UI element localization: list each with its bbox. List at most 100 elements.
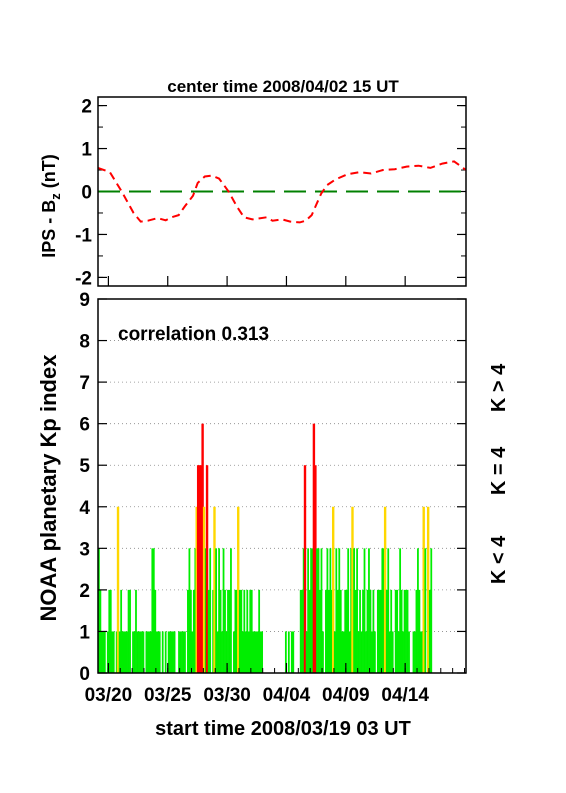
kp-bar [305,631,308,673]
kp-bar [333,631,336,673]
kp-bar [261,631,264,673]
kp-bar [109,589,112,673]
kp-panel: 0 1 2 3 4 5 6 7 8 9 03/20 03/25 03/30 04/04 04/09 04/1… [79,290,467,706]
bz-ylabel-unit: (nT) [39,154,59,193]
kp-bar [198,465,201,673]
kp-bars [98,423,433,673]
kp-bar [330,589,333,673]
kp-bar [390,589,393,673]
kp-bar [405,589,407,673]
kp-bar [314,465,317,673]
kp-bar [243,589,246,673]
kp-bar [202,506,206,673]
kp-bar [322,631,324,673]
kp-bar [391,631,394,673]
kp-bar [111,631,114,673]
kp-bar [172,631,174,673]
kp-xtick-label: 03/20 [85,685,133,706]
kp-bar [133,631,136,673]
kp-bar [247,631,250,673]
kp-xtick-label: 03/25 [144,685,192,706]
kp-bar [212,589,215,673]
kp-bar [403,589,406,673]
kp-bar [106,631,109,673]
kp-bar [422,506,425,673]
kp-bar [329,548,332,673]
kp-bar [302,548,305,673]
kp-bar [359,589,361,673]
kp-bar [345,589,348,673]
bz-yticks: -2 -1 0 1 2 [75,97,466,289]
kp-bar [151,548,154,673]
kp-bar [253,631,256,673]
kp-bar [124,631,127,673]
kp-bar [381,548,384,673]
kp-bar [348,631,351,673]
kp-bar [182,631,185,673]
legend-k-high: K > 4 [488,363,510,412]
kp-bar [121,631,124,673]
kp-bar [127,589,130,673]
kp-xtick-label: 04/04 [263,685,311,706]
kp-bar [421,631,424,673]
kp-bar [103,631,106,673]
kp-ytick-label: 5 [79,456,90,477]
kp-bar [290,631,293,673]
kp-bar [179,631,182,673]
kp-bar [424,548,427,673]
kp-bar [188,548,191,673]
bz-ylabel-main: IPS - B [39,200,59,258]
kp-bar [408,631,410,673]
kp-bar [142,631,145,673]
kp-bar [244,631,247,673]
kp-bar [325,589,327,673]
kp-bar [100,631,103,673]
kp-bar [98,548,100,673]
kp-bar [383,506,387,673]
kp-bar [396,589,399,673]
kp-bar [181,631,183,673]
kp-bar [360,631,363,673]
kp-bar [112,631,115,673]
kp-bar [310,548,312,673]
kp-bar [219,589,222,673]
kp-bar [149,631,152,673]
kp-bar [412,631,415,673]
kp-bar [241,631,244,673]
kp-bar [372,589,375,673]
kp-bar [161,631,164,673]
kp-bar [385,589,388,673]
kp-bar [428,589,431,673]
kp-plot-frame [97,298,467,674]
kp-bar [154,589,157,673]
kp-bar [213,506,216,673]
kp-bar [292,631,295,673]
kp-ylabel: NOAA planetary Kp index [36,354,61,622]
kp-bar [209,548,212,673]
kp-bar [420,631,422,673]
kp-bar [215,548,218,673]
kp-bar [108,589,111,673]
kp-bar [299,589,302,673]
kp-bar [382,548,385,673]
kp-bar [368,548,370,673]
kp-bar [191,631,194,673]
kp-bar [187,589,189,673]
kp-bar [227,589,229,673]
kp-bar [394,589,397,673]
legend-k-mid: K = 4 [488,446,510,495]
kp-bar [115,631,118,673]
kp-bar [138,631,140,673]
bz-plot-frame [97,96,467,287]
kp-bar [399,548,402,673]
kp-bar [354,589,357,673]
kp-bar [234,589,237,673]
kp-bar [335,548,338,673]
kp-bar [378,589,381,673]
kp-ytick-label: 0 [79,664,90,685]
kp-bar [414,631,416,673]
kp-bar [240,589,243,673]
kp-bar [236,589,238,673]
kp-bar [132,631,134,673]
